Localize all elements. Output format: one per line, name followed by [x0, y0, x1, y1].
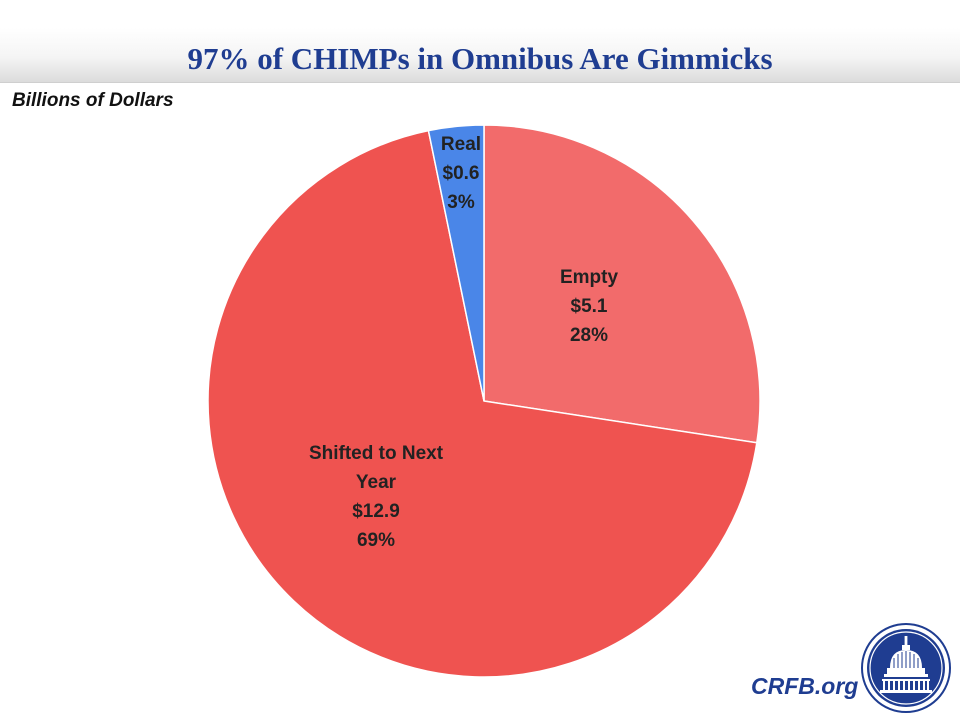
slice-label-line: 3%: [447, 192, 475, 213]
pie-labels: Empty $5.1 28% Shifted to Next Year $12.9 69% R…: [309, 134, 618, 551]
pie-slice-real: [427, 124, 485, 402]
capitol-dome-seal-icon: [861, 623, 951, 713]
pie-slices: [207, 124, 761, 678]
slice-label-empty: Empty $5.1 28%: [560, 267, 619, 346]
slice-label-line: Real: [441, 134, 481, 155]
slice-label-shifted-to-next-year: Shifted to Next Year $12.9 69%: [309, 443, 444, 551]
title-bar: 97% of CHIMPs in Omnibus Are Gimmicks: [0, 28, 960, 83]
slice-label-line: $12.9: [352, 501, 400, 522]
slice-label-real: Real $0.6 3%: [441, 134, 481, 213]
slice-label-line: $0.6: [443, 163, 480, 184]
slice-label-line: $5.1: [571, 296, 608, 317]
slice-label-line: 69%: [357, 530, 395, 551]
slice-label-line: Empty: [560, 267, 619, 288]
chart-title: 97% of CHIMPs in Omnibus Are Gimmicks: [187, 41, 773, 76]
slice-label-line: 28%: [570, 325, 608, 346]
crfb-site-label: CRFB.org: [751, 673, 859, 699]
slice-label-line: Year: [356, 472, 397, 493]
unit-label: Billions of Dollars: [12, 90, 174, 111]
slice-label-line: Shifted to Next: [309, 443, 444, 464]
pie-slice-empty: [483, 124, 761, 444]
pie-slice-shifted-to-next-year: [207, 129, 758, 678]
